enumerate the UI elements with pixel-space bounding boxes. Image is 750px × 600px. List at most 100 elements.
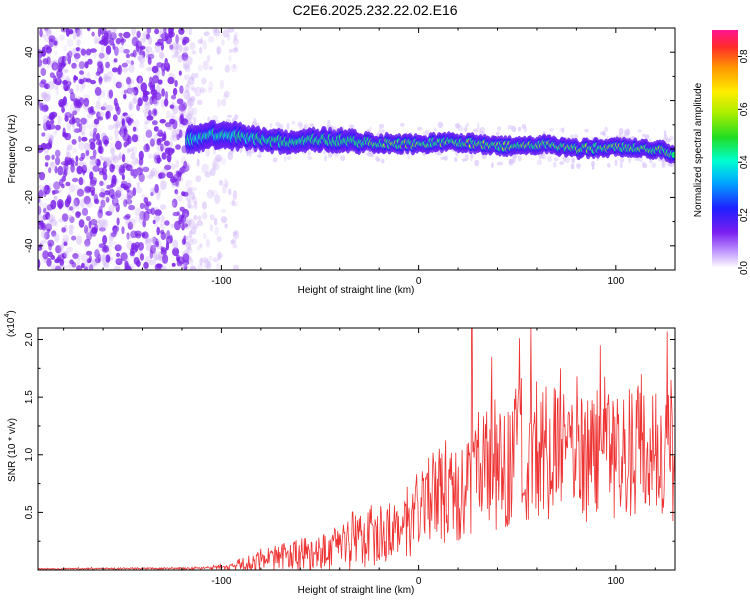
noise-blob: [163, 140, 170, 147]
noise-blob: [46, 257, 52, 267]
noise-blob: [98, 227, 106, 232]
noise-blob: [94, 72, 99, 80]
noise-blob: [188, 76, 195, 86]
noise-blob: [174, 189, 179, 195]
noise-blob: [158, 172, 166, 179]
noise-blob: [155, 254, 163, 261]
noise-blob: [54, 165, 58, 174]
noise-blob: [230, 200, 236, 206]
noise-blob: [146, 28, 152, 34]
noise-blob: [78, 28, 83, 36]
noise-blob: [83, 224, 89, 234]
noise-blob: [101, 89, 106, 99]
noise-blob: [160, 265, 167, 270]
noise-blob: [188, 28, 192, 36]
noise-blob: [232, 244, 238, 249]
noise-blob: [88, 160, 94, 170]
noise-blob: [111, 153, 116, 161]
noise-blob: [54, 149, 61, 158]
noise-blob: [130, 79, 135, 84]
noise-blob: [232, 47, 239, 53]
noise-blob: [188, 230, 193, 239]
spectrogram-xlabel: Height of straight line (km): [298, 285, 415, 296]
noise-blob: [164, 164, 172, 171]
noise-blob: [193, 72, 199, 79]
noise-blob: [72, 125, 77, 134]
noise-blob: [160, 204, 167, 211]
noise-blob: [50, 255, 56, 260]
noise-blob: [114, 197, 120, 203]
noise-blob: [113, 228, 119, 237]
noise-blob: [43, 93, 51, 102]
noise-blob: [476, 127, 481, 133]
noise-blob: [132, 126, 137, 132]
noise-blob: [166, 153, 172, 163]
noise-blob: [143, 261, 149, 269]
noise-blob: [103, 73, 108, 83]
noise-blob: [618, 133, 622, 137]
noise-blob: [112, 225, 120, 233]
noise-blob: [464, 125, 468, 133]
noise-blob: [220, 216, 228, 224]
noise-blob: [188, 204, 195, 209]
noise-blob: [257, 154, 262, 158]
noise-blob: [113, 123, 117, 129]
noise-blob: [89, 156, 97, 167]
noise-blob: [117, 82, 125, 89]
y-tick-label: -20: [24, 190, 35, 205]
noise-blob: [159, 223, 166, 231]
noise-blob: [94, 86, 102, 96]
noise-blob: [425, 129, 429, 136]
noise-blob: [230, 239, 235, 245]
noise-blob: [178, 70, 182, 76]
noise-blob: [128, 204, 136, 211]
noise-blob: [214, 217, 218, 226]
noise-blob: [208, 81, 213, 90]
noise-blob: [150, 89, 158, 96]
noise-blob: [142, 166, 150, 173]
noise-blob: [72, 253, 79, 259]
noise-blob: [631, 135, 635, 139]
noise-blob: [199, 46, 203, 54]
noise-blob: [177, 195, 183, 202]
noise-blob: [44, 29, 52, 34]
noise-blob: [103, 140, 110, 145]
noise-blob: [131, 145, 138, 154]
noise-blob: [143, 197, 149, 204]
noise-blob: [72, 110, 78, 116]
noise-blob: [64, 132, 72, 141]
noise-blob: [381, 129, 385, 134]
noise-blob: [154, 183, 159, 194]
noise-blob: [125, 222, 131, 227]
noise-blob: [146, 174, 153, 179]
snr-multiplier-exponent: 4: [4, 314, 11, 318]
noise-blob: [97, 215, 101, 224]
noise-blob: [78, 31, 83, 39]
noise-blob: [47, 80, 55, 90]
noise-blob: [548, 128, 555, 132]
noise-blob: [134, 157, 139, 164]
noise-blob: [239, 147, 243, 153]
noise-blob: [43, 234, 47, 244]
noise-blob: [61, 106, 65, 113]
noise-blob: [183, 46, 190, 51]
snr-multiplier-base: (x10: [6, 317, 17, 337]
noise-blob: [49, 161, 57, 170]
colorbar-tick-label: 0.6: [739, 102, 750, 116]
noise-blob: [134, 119, 140, 128]
noise-blob: [54, 265, 62, 270]
noise-blob: [86, 232, 92, 241]
noise-blob: [43, 207, 47, 214]
noise-blob: [126, 232, 130, 240]
noise-blob: [181, 52, 189, 61]
noise-blob: [226, 34, 231, 41]
noise-blob: [135, 43, 140, 53]
noise-blob: [196, 99, 203, 106]
noise-blob: [127, 147, 135, 152]
noise-blob: [120, 37, 125, 46]
noise-blob: [66, 246, 73, 253]
noise-blob: [180, 156, 186, 166]
noise-blob: [651, 162, 656, 169]
noise-blob: [536, 159, 542, 166]
noise-blob: [187, 98, 193, 108]
